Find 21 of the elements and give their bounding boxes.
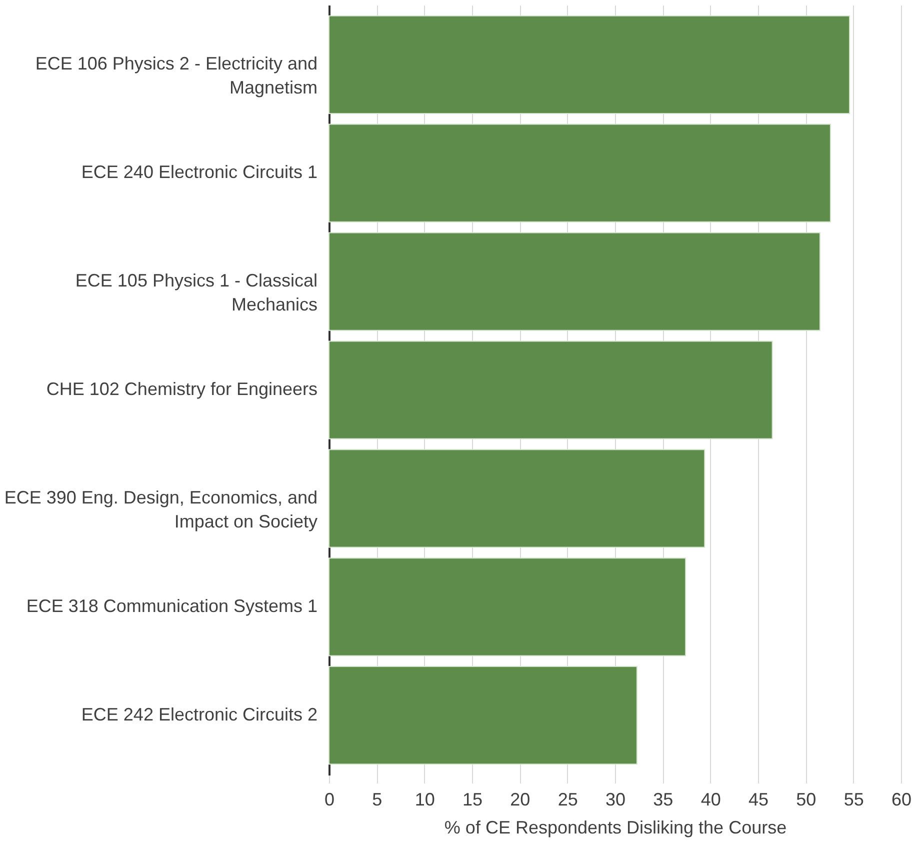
x-tick-label: 60: [891, 790, 912, 810]
x-tick-label: 50: [796, 790, 816, 810]
y-tick-label: ECE 390 Eng. Design, Economics, and Impact on Society: [4, 487, 318, 532]
y-tick-label: ECE 106 Physics 2 - Electricity and Magnetism: [35, 54, 318, 98]
x-tick-label: 25: [558, 790, 578, 810]
x-tick-label: 55: [844, 790, 864, 810]
y-tick-label: ECE 240 Electronic Circuits 1: [81, 162, 318, 182]
y-tick-label: ECE 242 Electronic Circuits 2: [81, 704, 318, 724]
x-tick-label: 5: [372, 790, 382, 810]
y-tick-label: ECE 318 Communication Systems 1: [26, 596, 318, 616]
x-axis-title: % of CE Respondents Disliking the Course: [444, 818, 787, 838]
x-tick-label: 30: [605, 790, 626, 810]
x-tick-label: 15: [462, 790, 483, 810]
y-tick-label: CHE 102 Chemistry for Engineers: [46, 379, 318, 399]
x-tick-label: 45: [748, 790, 769, 810]
x-tick-label: 10: [414, 790, 435, 810]
x-tick-label: 20: [510, 790, 530, 810]
x-tick-label: 0: [324, 790, 335, 810]
y-tick-label: ECE 105 Physics 1 - Classical Mechanics: [75, 270, 318, 315]
x-tick-label: 35: [653, 790, 674, 810]
x-tick-label: 40: [700, 790, 721, 810]
